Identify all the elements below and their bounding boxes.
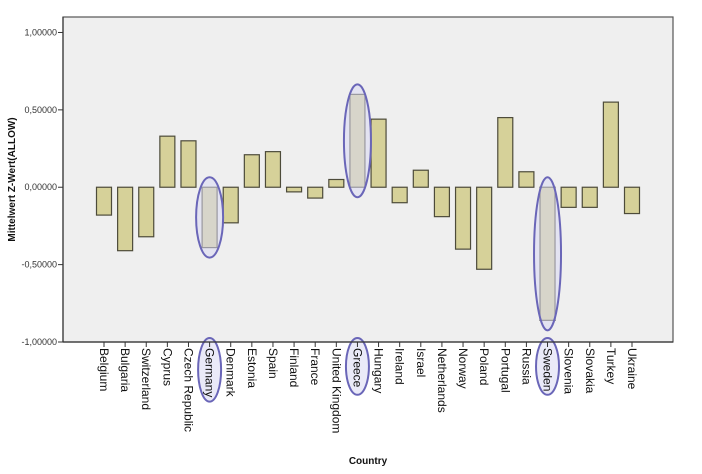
bar-norway [454, 186, 472, 250]
y-tick-label: 0,00000 [24, 182, 57, 192]
highlight-label-sweden [535, 337, 561, 396]
highlight-label-greece [344, 337, 370, 396]
bar-slovakia [581, 186, 598, 208]
highlight-bar-greece [342, 83, 372, 199]
x-tick-label: Portugal [498, 348, 512, 393]
x-axis: Belgium Bulgaria Switzerland Cyprus Czech Re… [63, 341, 673, 433]
x-tick-label: Hungary [372, 348, 386, 393]
x-tick-label: Ukraine [625, 348, 639, 390]
y-tick-label: -0,50000 [21, 260, 57, 270]
x-tick-label: Cyprus [160, 348, 174, 386]
x-tick-label: France [308, 348, 322, 386]
y-tick-label: 1,00000 [24, 27, 57, 37]
bar-netherlands [433, 186, 451, 218]
x-tick-label: Turkey [604, 348, 618, 384]
x-tick-label: Bulgaria [118, 348, 132, 392]
bar-russia [518, 171, 535, 188]
bar-united-kingdom [328, 178, 345, 188]
x-tick-label: Czech Republic [181, 348, 195, 432]
y-tick-label: -1,00000 [21, 337, 57, 347]
bar-finland [285, 186, 303, 193]
bar-ukraine [623, 186, 641, 215]
x-tick-label: Spain [266, 348, 280, 379]
bar-france [307, 186, 324, 199]
x-tick-label: Slovenia [562, 348, 576, 394]
highlight-bar-germany [195, 176, 225, 259]
bar-spain [264, 151, 282, 188]
x-tick-label: Denmark [224, 348, 238, 398]
y-axis-title: Mittelwert Z-Wert(ALLOW) [7, 117, 18, 241]
x-axis-title: Country [349, 456, 388, 467]
x-tick-label: United Kingdom [329, 348, 343, 433]
x-tick-label: Sweden [541, 348, 555, 391]
bar-cyprus [159, 135, 176, 188]
bar-israel [412, 169, 429, 188]
bar-estonia [243, 154, 260, 188]
bar-bulgaria [117, 186, 134, 252]
x-tick-label: Greece [350, 348, 364, 388]
y-tick-label: 0,50000 [24, 105, 57, 115]
highlight-bar-sweden [533, 176, 563, 332]
x-tick-label: Finland [287, 348, 301, 387]
x-tick-label: Poland [477, 348, 491, 385]
x-tick-label: Ireland [393, 348, 407, 385]
bar-belgium [95, 186, 113, 216]
x-tick-label: Russia [519, 348, 533, 385]
x-tick-label: Estonia [245, 348, 259, 388]
bar-ireland [391, 186, 408, 204]
bar-turkey [602, 101, 619, 188]
highlight-label-germany [197, 337, 223, 403]
bar-denmark [222, 186, 239, 224]
bar-switzerland [138, 186, 155, 238]
bar-czech-republic [180, 140, 197, 188]
x-tick-label: Slovakia [583, 348, 597, 394]
bar-poland [476, 186, 493, 270]
bar-portugal [497, 116, 514, 188]
bar-slovenia [560, 186, 577, 208]
x-tick-label: Germany [203, 348, 217, 397]
x-tick-label: Israel [414, 348, 428, 377]
highlight-annotations [195, 83, 563, 403]
x-tick-label: Belgium [97, 348, 111, 391]
y-axis: 1,00000 0,50000 0,00000 -0,50000 -1,00000 [21, 17, 64, 347]
x-tick-label: Switzerland [139, 348, 153, 410]
x-tick-label: Norway [456, 348, 470, 389]
bar-hungary [370, 118, 387, 188]
x-tick-label: Netherlands [435, 348, 449, 413]
